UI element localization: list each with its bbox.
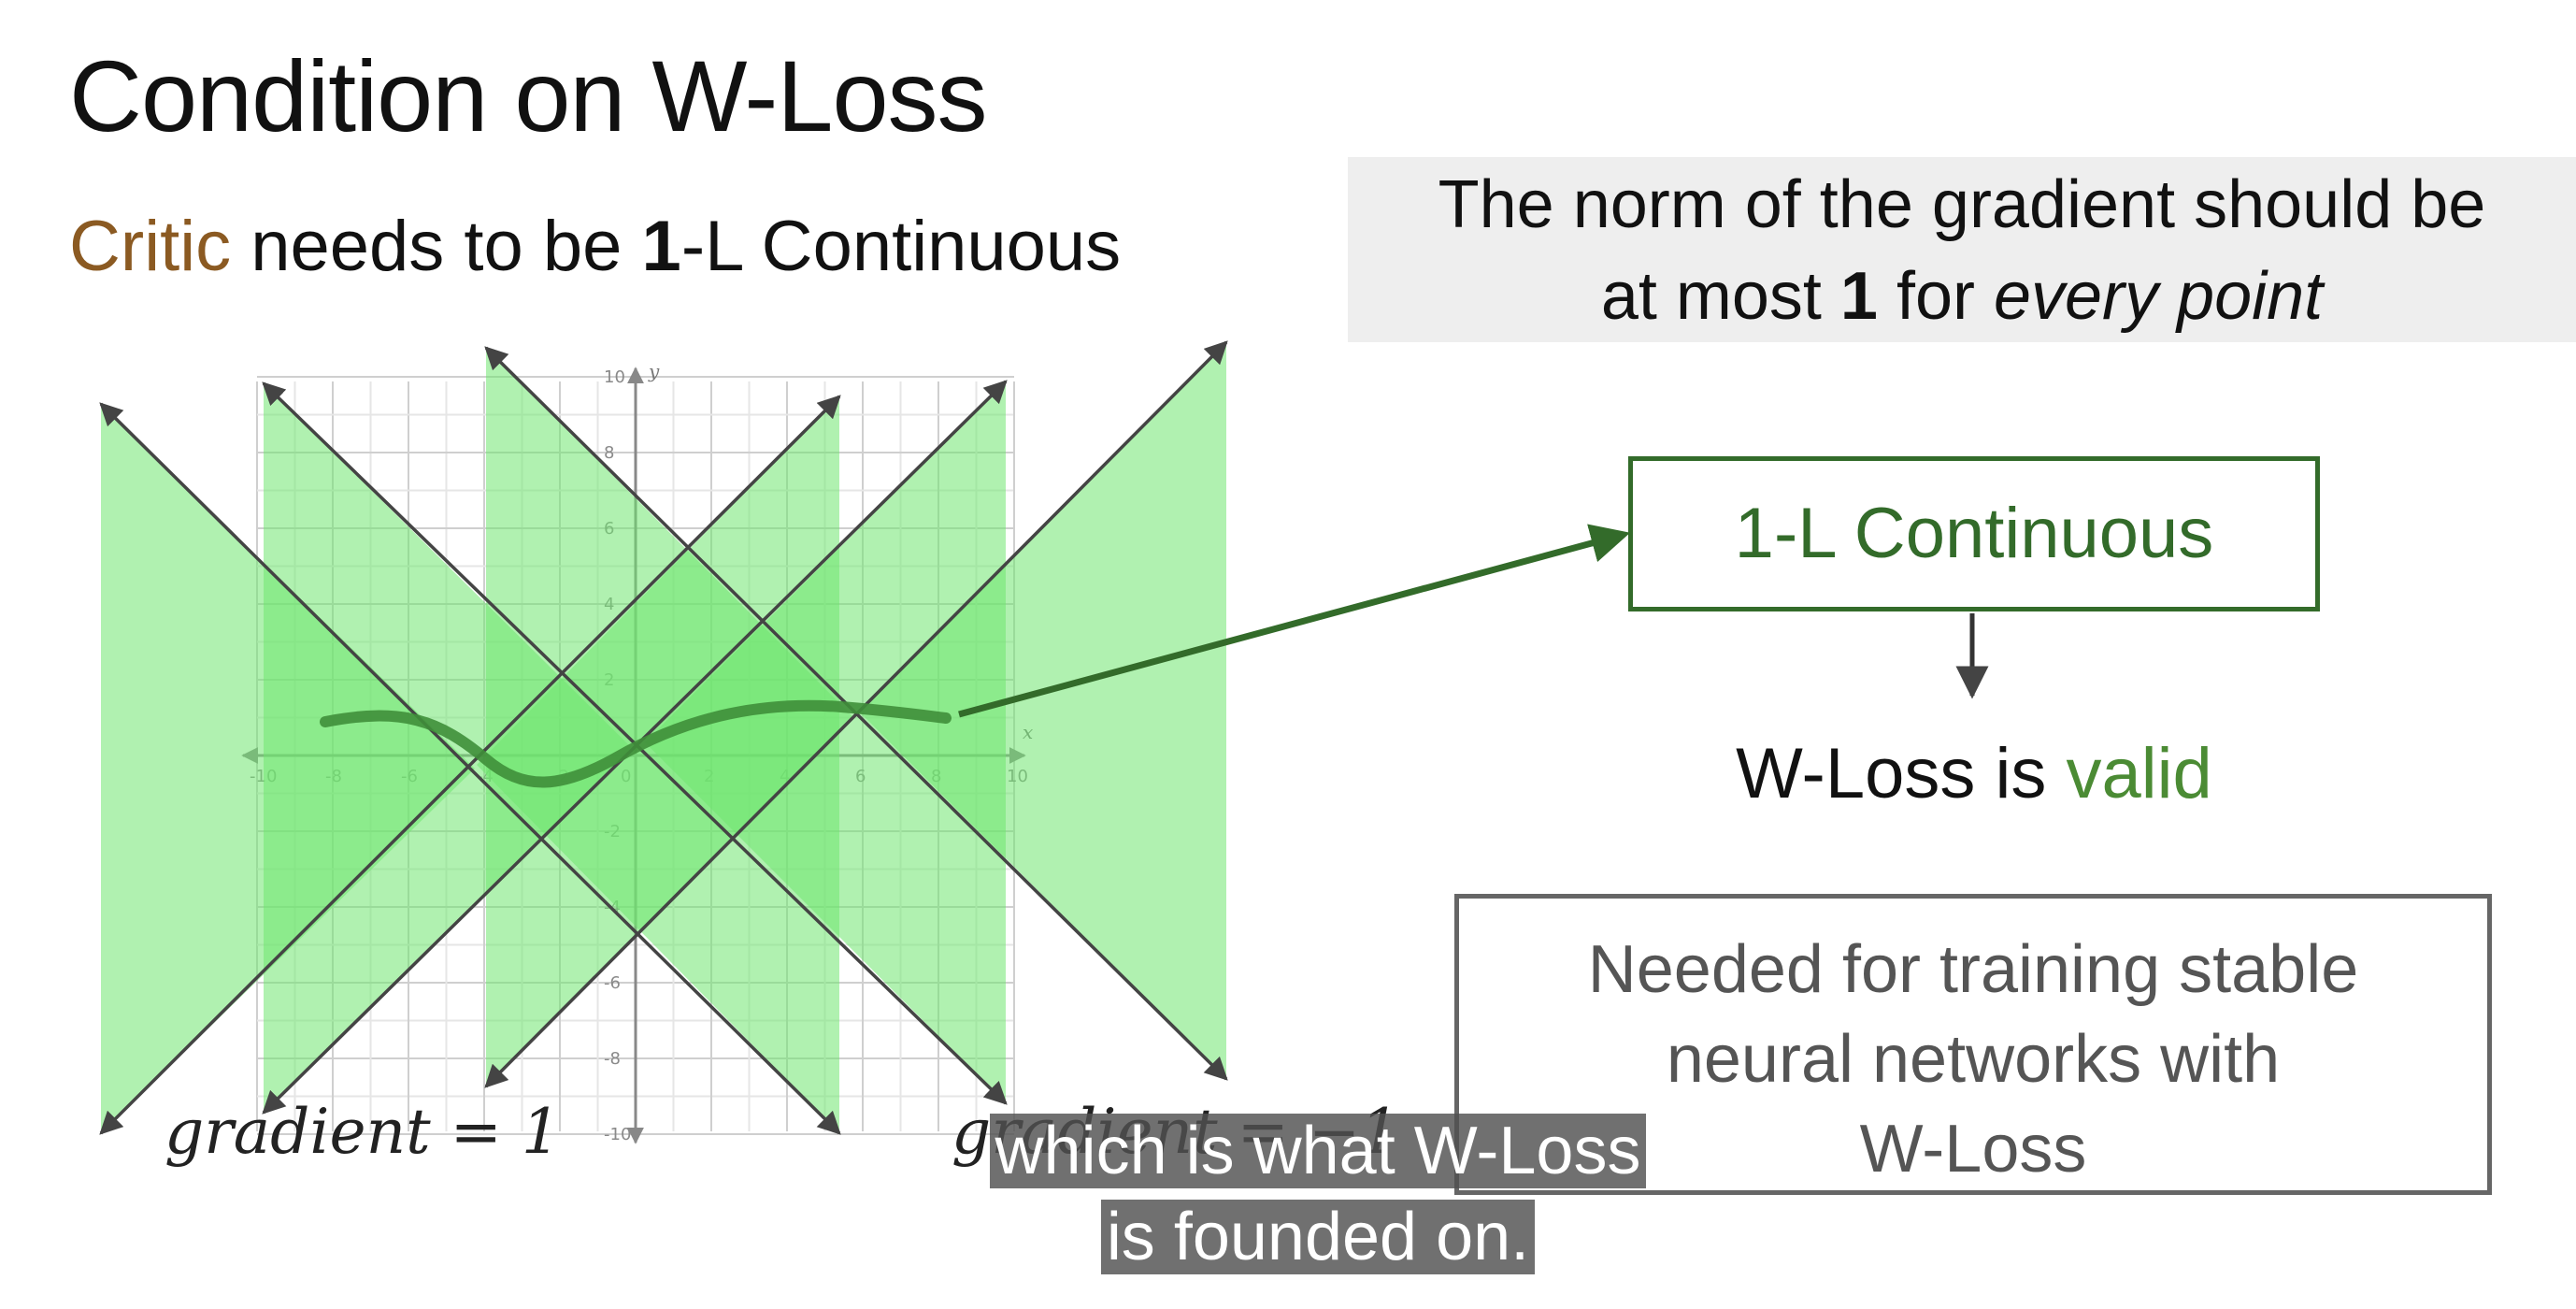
wloss-text: W-Loss is bbox=[1736, 734, 2067, 813]
y-tick-label: -6 bbox=[604, 973, 621, 993]
norm-line-2-mid: for bbox=[1877, 259, 1994, 334]
caption-line-1: which is what W-Loss bbox=[989, 1114, 1647, 1188]
gradient-norm-callout: The norm of the gradient should be at mo… bbox=[1348, 157, 2576, 342]
subtitle-bold-one: 1 bbox=[641, 207, 681, 286]
subtitle-text-2: -L Continuous bbox=[680, 207, 1122, 286]
one-l-continuous-box: 1-L Continuous bbox=[1628, 456, 2320, 611]
caption-line-2: is founded on. bbox=[1100, 1200, 1536, 1274]
subtitle-text-1: needs to be bbox=[231, 207, 642, 286]
y-tick-label: -8 bbox=[604, 1049, 621, 1069]
norm-line-2-pre: at most bbox=[1600, 259, 1840, 334]
y-axis-label: y bbox=[648, 360, 660, 382]
subtitle: Critic needs to be 1-L Continuous bbox=[69, 204, 1121, 290]
y-tick-label: 8 bbox=[604, 443, 614, 463]
valid-word: valid bbox=[2066, 734, 2212, 813]
critic-function-curve bbox=[320, 699, 952, 788]
subtitle-caption: which is what W-Loss is founded on. bbox=[0, 1108, 2576, 1280]
needed-line-2: neural networks with bbox=[1666, 1022, 2281, 1097]
needed-line-3: W-Loss bbox=[1859, 1112, 2087, 1187]
norm-line-1: The norm of the gradient should be bbox=[1438, 167, 2486, 242]
curve-to-continuous-arrow bbox=[958, 524, 1631, 718]
stable-training-note-box: Needed for training stable neural networ… bbox=[1454, 894, 2492, 1195]
critic-word: Critic bbox=[69, 207, 232, 286]
gradient-positive-label: gradient = 1 bbox=[165, 1096, 561, 1168]
norm-line-2-bold: 1 bbox=[1839, 259, 1878, 334]
y-tick-label: 10 bbox=[604, 367, 625, 387]
boundary-3b bbox=[484, 340, 1228, 1088]
needed-line-1: Needed for training stable bbox=[1587, 932, 2359, 1007]
slide-title: Condition on W-Loss bbox=[69, 39, 988, 152]
norm-line-2: at most 1 for every point bbox=[1348, 251, 2576, 342]
wloss-valid-statement: W-Loss is valid bbox=[1628, 729, 2320, 819]
norm-line-2-italic: every point bbox=[1993, 259, 2324, 334]
